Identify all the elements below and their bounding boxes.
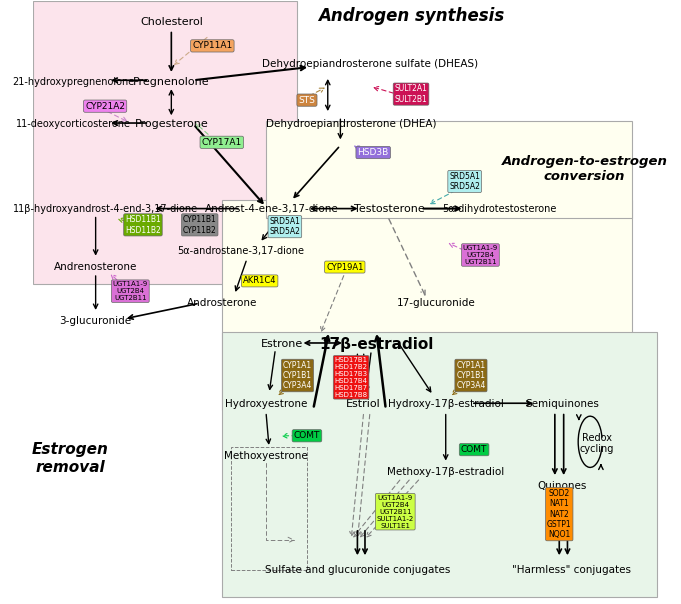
Text: CYP19A1: CYP19A1 [326, 263, 364, 272]
Text: Methoxy-17β-estradiol: Methoxy-17β-estradiol [387, 467, 505, 477]
Text: 3-glucuronide: 3-glucuronide [59, 316, 131, 326]
Text: Quinones: Quinones [538, 481, 587, 491]
Text: Pregnenolone: Pregnenolone [133, 77, 210, 87]
Text: COMT: COMT [294, 431, 320, 440]
FancyBboxPatch shape [266, 121, 632, 217]
Text: 17-glucuronide: 17-glucuronide [397, 298, 475, 308]
Text: Semiquinones: Semiquinones [526, 399, 599, 410]
Text: HSD3B: HSD3B [358, 148, 389, 157]
FancyBboxPatch shape [222, 332, 657, 597]
Text: CYP11A1: CYP11A1 [192, 42, 232, 50]
FancyBboxPatch shape [33, 1, 298, 284]
Text: Androsterone: Androsterone [187, 298, 257, 308]
Text: AKR1C4: AKR1C4 [243, 277, 276, 286]
Text: Estrogen
removal: Estrogen removal [32, 443, 109, 475]
Text: Androgen-to-estrogen
conversion: Androgen-to-estrogen conversion [501, 155, 667, 184]
Text: Estrone: Estrone [261, 339, 303, 349]
Text: SRD5A1
SRD5A2: SRD5A1 SRD5A2 [270, 217, 300, 236]
Text: CYP1A1
CYP1B1
CYP3A4: CYP1A1 CYP1B1 CYP3A4 [456, 361, 486, 390]
Text: UGT1A1-9
UGT2B4
UGT2B11
SULT1A1-2
SULT1E1: UGT1A1-9 UGT2B4 UGT2B11 SULT1A1-2 SULT1E… [377, 495, 414, 528]
Text: HSD17B1
HSD17B2
HSD17B3
HSD17B4
HSD17B7
HSD17B8: HSD17B1 HSD17B2 HSD17B3 HSD17B4 HSD17B7 … [334, 357, 368, 398]
Text: CYP21A2: CYP21A2 [85, 101, 125, 111]
Text: CYP11B1
CYP11B2: CYP11B1 CYP11B2 [183, 215, 217, 234]
FancyBboxPatch shape [222, 199, 632, 411]
Text: SOD2
NAT1
NAT2
GSTP1
NQO1: SOD2 NAT1 NAT2 GSTP1 NQO1 [547, 489, 571, 539]
Text: SRD5A1
SRD5A2: SRD5A1 SRD5A2 [449, 172, 480, 191]
Text: "Harmless" conjugates: "Harmless" conjugates [512, 565, 631, 575]
Text: Progesterone: Progesterone [134, 119, 208, 129]
Text: UGT1A1-9
UGT2B4
UGT2B11: UGT1A1-9 UGT2B4 UGT2B11 [463, 245, 498, 265]
Text: 17β-estradiol: 17β-estradiol [319, 336, 434, 352]
Bar [232, 446, 307, 570]
Text: Sulfate and glucuronide conjugates: Sulfate and glucuronide conjugates [265, 565, 450, 575]
Text: Hydroxyestrone: Hydroxyestrone [225, 399, 307, 410]
Text: CYP17A1: CYP17A1 [202, 138, 242, 147]
Text: Testosterone: Testosterone [353, 204, 424, 214]
Text: Andrenosterone: Andrenosterone [54, 262, 138, 272]
Text: Redox
cycling: Redox cycling [580, 433, 614, 454]
Text: SULT2A1
SULT2B1: SULT2A1 SULT2B1 [394, 85, 428, 104]
Text: 11β-hydroxyandrost-4-end-3,17-dione: 11β-hydroxyandrost-4-end-3,17-dione [12, 204, 197, 214]
Text: Methoxyestrone: Methoxyestrone [224, 451, 308, 461]
Text: Cholesterol: Cholesterol [140, 17, 203, 27]
Text: 5α-dihydrotestosterone: 5α-dihydrotestosterone [442, 204, 556, 214]
Text: Androgen synthesis: Androgen synthesis [318, 7, 504, 25]
Text: STS: STS [298, 95, 315, 104]
Text: Estriol: Estriol [347, 399, 381, 410]
Text: Dehydroepiandrosterone sulfate (DHEAS): Dehydroepiandrosterone sulfate (DHEAS) [262, 59, 478, 69]
Text: 5α-androstane-3,17-dione: 5α-androstane-3,17-dione [177, 246, 304, 255]
Text: CYP1A1
CYP1B1
CYP3A4: CYP1A1 CYP1B1 CYP3A4 [283, 361, 312, 390]
Text: HSD11B1
HSD11B2: HSD11B1 HSD11B2 [125, 215, 161, 234]
Text: UGT1A1-9
UGT2B4
UGT2B11: UGT1A1-9 UGT2B4 UGT2B11 [113, 281, 148, 301]
Text: COMT: COMT [461, 445, 488, 454]
Text: Androst-4-ene-3,17-dione: Androst-4-ene-3,17-dione [206, 204, 339, 214]
Text: 11-deoxycorticosterone: 11-deoxycorticosterone [16, 119, 131, 129]
Text: Hydroxy-17β-estradiol: Hydroxy-17β-estradiol [387, 399, 504, 410]
Text: Dehydroepiandrosterone (DHEA): Dehydroepiandrosterone (DHEA) [266, 119, 437, 129]
Text: 21-hydroxypregnenolone: 21-hydroxypregnenolone [12, 77, 135, 87]
